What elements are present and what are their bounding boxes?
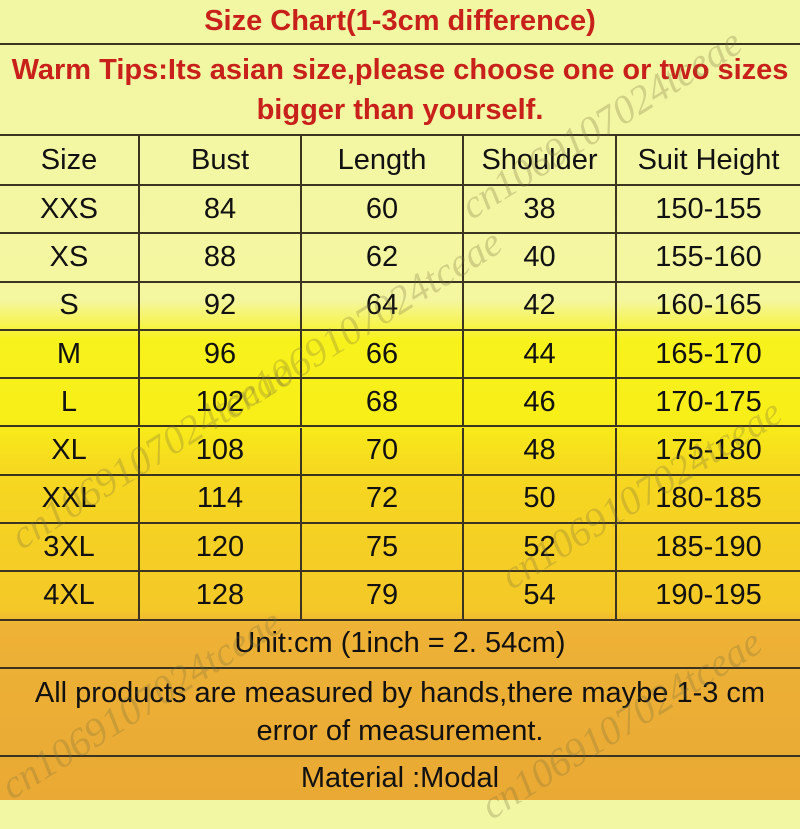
table-cell: 48 xyxy=(464,427,617,474)
table-cell: Size xyxy=(0,136,140,184)
table-cell: 185-190 xyxy=(655,530,762,563)
table-cell: 79 xyxy=(302,572,464,619)
table-cell: Length xyxy=(302,136,464,184)
table-cell: 155-160 xyxy=(655,240,762,273)
table-row: XL 108 70 48 175-180 xyxy=(0,427,800,476)
table-cell: 120 xyxy=(140,524,302,571)
table-cell: 175-180 xyxy=(655,434,762,467)
chart-title: Size Chart(1-3cm difference) xyxy=(0,0,800,45)
table-cell: 114 xyxy=(140,475,302,523)
warm-tips: Warm Tips:Its asian size,please choose o… xyxy=(0,45,800,136)
table-cell: 170-175 xyxy=(655,385,762,418)
table-cell: M xyxy=(0,330,140,378)
table-row: 3XL 120 75 52 185-190 xyxy=(0,524,800,573)
table-row: 4XL 128 79 54 190-195 xyxy=(0,572,800,621)
table-cell: 60 xyxy=(302,186,464,233)
table-cell: 40 xyxy=(464,234,617,281)
table-cell: 38 xyxy=(464,186,617,233)
table-cell: 75 xyxy=(302,524,464,571)
table-cell: 46 xyxy=(464,379,617,426)
table-cell: 64 xyxy=(302,282,464,329)
table-cell: 190-195 xyxy=(655,579,762,612)
table-cell: XXS xyxy=(0,186,140,233)
table-cell: 62 xyxy=(302,234,464,281)
table-header-row: Size Bust Length Shoulder Suit Height xyxy=(0,136,800,186)
table-cell: Suit Height xyxy=(637,143,780,176)
table-cell: 4XL xyxy=(0,572,140,619)
table-cell: XS xyxy=(0,234,140,281)
table-cell: 180-185 xyxy=(655,482,762,515)
table-cell: 150-155 xyxy=(655,192,762,225)
table-cell: 52 xyxy=(464,524,617,571)
table-row: S 92 64 42 160-165 xyxy=(0,282,800,331)
table-row: XXL 114 72 50 180-185 xyxy=(0,475,800,525)
table-cell: Shoulder xyxy=(464,136,617,184)
table-cell: L xyxy=(0,379,140,426)
table-cell: 160-165 xyxy=(655,289,762,322)
table-cell: 44 xyxy=(464,330,617,378)
table-cell: 96 xyxy=(140,330,302,378)
measurement-note: All products are measured by hands,there… xyxy=(0,669,800,757)
table-row: XXS 84 60 38 150-155 xyxy=(0,186,800,235)
table-cell: 70 xyxy=(302,427,464,474)
table-cell: 108 xyxy=(140,427,302,474)
table-row: M 96 66 44 165-170 xyxy=(0,330,800,380)
table-cell: 50 xyxy=(464,475,617,523)
table-cell: 84 xyxy=(140,186,302,233)
table-cell: 165-170 xyxy=(655,337,762,370)
material-note: Material :Modal xyxy=(300,761,500,794)
table-cell: S xyxy=(0,282,140,329)
table-cell: 92 xyxy=(140,282,302,329)
table-cell: XL xyxy=(0,427,140,474)
table-cell: 72 xyxy=(302,475,464,523)
table-cell: 128 xyxy=(140,572,302,619)
unit-note: Unit:cm (1inch = 2. 54cm) xyxy=(0,621,800,669)
table-row: XS 88 62 40 155-160 xyxy=(0,234,800,283)
table-cell: 54 xyxy=(464,572,617,619)
table-cell: 42 xyxy=(464,282,617,329)
table-cell: 68 xyxy=(302,379,464,426)
table-cell: XXL xyxy=(0,475,140,523)
table-cell: 88 xyxy=(140,234,302,281)
table-cell: 66 xyxy=(302,330,464,378)
table-cell: 3XL xyxy=(0,524,140,571)
table-cell: 102 xyxy=(140,379,302,426)
table-cell: Bust xyxy=(140,136,302,184)
table-row: L 102 68 46 170-175 xyxy=(0,379,800,428)
